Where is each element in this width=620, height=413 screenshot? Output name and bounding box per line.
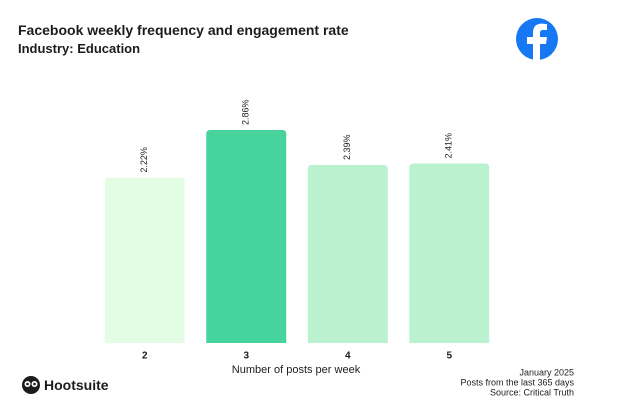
bar xyxy=(104,177,185,343)
value-label: 2.41% xyxy=(444,133,454,159)
x-tick-label: 2 xyxy=(142,351,148,362)
value-label: 2.22% xyxy=(139,147,149,173)
x-tick-label: 4 xyxy=(345,351,351,362)
x-tick-label: 3 xyxy=(243,351,249,362)
value-label: 2.86% xyxy=(241,99,251,125)
footer-note: January 2025 xyxy=(519,367,574,377)
bar xyxy=(409,163,490,343)
facebook-logo xyxy=(516,18,558,61)
x-axis-label: Number of posts per week xyxy=(232,364,361,376)
bar xyxy=(307,165,388,343)
footer-note: Source: Critical Truth xyxy=(490,387,574,397)
chart-title: Facebook weekly frequency and engagement… xyxy=(18,22,349,38)
hootsuite-logo: Hootsuite xyxy=(22,376,109,394)
x-tick-label: 5 xyxy=(446,351,452,362)
bar xyxy=(206,130,287,343)
chart-subtitle: Industry: Education xyxy=(18,41,140,56)
value-label: 2.39% xyxy=(342,134,352,160)
footer-note: Posts from the last 365 days xyxy=(460,377,574,387)
brand-name: Hootsuite xyxy=(44,377,109,393)
